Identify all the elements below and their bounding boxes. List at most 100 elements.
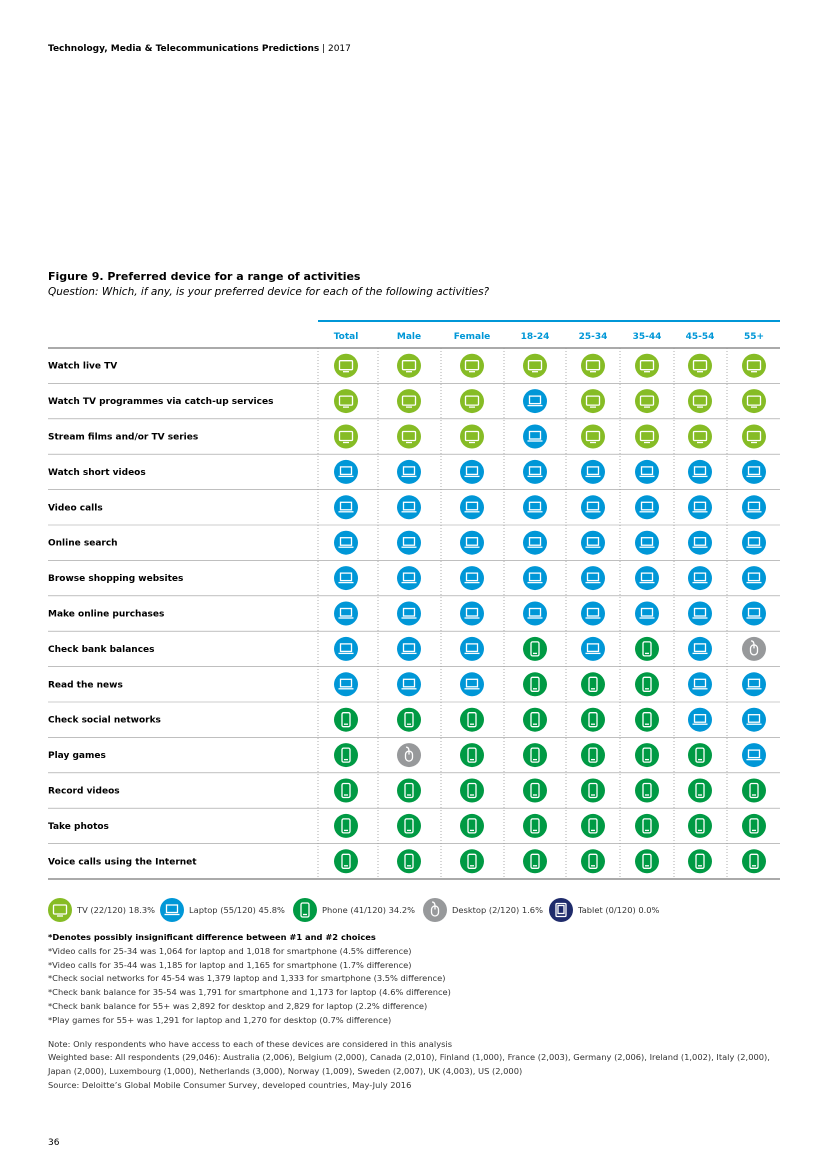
row-label: Read the news: [48, 680, 123, 690]
device-icon: [397, 601, 421, 626]
device-icon: [460, 636, 484, 661]
device-icon: [334, 636, 358, 661]
icon-circle: [334, 495, 358, 520]
device-icon: [523, 353, 547, 378]
glyph: [530, 853, 540, 869]
device-icon: [581, 672, 605, 697]
device-icon: [742, 636, 766, 661]
device-icon: [523, 389, 547, 414]
icon-circle: [397, 601, 421, 626]
device-icon: [581, 353, 605, 378]
device-icon: [397, 707, 421, 732]
device-icon: [742, 530, 766, 555]
glyph: [747, 749, 761, 759]
icon-circle: [397, 389, 421, 414]
glyph: [341, 782, 351, 799]
glyph: [339, 572, 353, 582]
glyph: [339, 607, 353, 617]
icon-circle: [635, 601, 659, 626]
icon-circle: [397, 424, 421, 449]
device-icon: [460, 530, 484, 555]
glyph: [640, 501, 654, 511]
glyph: [530, 747, 540, 763]
device-icon: [460, 389, 484, 414]
glyph: [465, 466, 479, 476]
device-icon: [742, 778, 766, 803]
row-label: Stream films and/or TV series: [48, 433, 198, 443]
device-icon: [334, 601, 358, 626]
note-line: *Video calls for 35-44 was 1,185 for lap…: [48, 959, 412, 970]
icon-circle: [688, 672, 712, 697]
icon-circle: [397, 778, 421, 803]
device-icon: [460, 353, 484, 378]
icon-circle: [635, 672, 659, 697]
icon-circle: [397, 495, 421, 520]
device-icon: [334, 389, 358, 414]
glyph: [467, 712, 477, 728]
glyph: [339, 537, 353, 546]
device-icon: [635, 778, 659, 803]
note-line: *Play games for 55+ was 1,291 for laptop…: [48, 1014, 392, 1025]
device-icon: [334, 707, 358, 732]
device-icon: [334, 495, 358, 520]
row-label: Take photos: [48, 822, 109, 832]
glyph: [749, 853, 759, 869]
header-title: Technology, Media & Telecommunications P…: [48, 44, 320, 54]
note-heading: *Denotes possibly insignificant differen…: [48, 932, 376, 942]
icon-circle: [523, 459, 547, 484]
icon-circle: [742, 353, 766, 378]
device-icon: [523, 636, 547, 661]
icon-circle: [523, 778, 547, 803]
device-icon: [334, 424, 358, 449]
icon-circle: [460, 743, 484, 768]
glyph: [749, 818, 759, 834]
glyph: [402, 678, 416, 688]
glyph: [465, 501, 479, 511]
device-icon: [742, 743, 766, 768]
glyph: [530, 676, 540, 692]
running-header: Technology, Media & Telecommunications P…: [48, 44, 351, 54]
device-icon: [523, 495, 547, 520]
row-label: Watch TV programmes via catch-up service…: [48, 397, 273, 407]
glyph: [465, 537, 479, 546]
glyph: [402, 572, 416, 582]
glyph: [402, 537, 416, 546]
device-icon: [397, 672, 421, 697]
icon-circle: [334, 707, 358, 732]
legend-label: TV (22/120) 18.3%: [76, 905, 155, 915]
glyph: [465, 607, 479, 617]
glyph: [586, 572, 600, 582]
device-icon: [635, 849, 659, 874]
device-icon: [334, 813, 358, 838]
device-icon: [688, 459, 712, 484]
device-icon: [397, 636, 421, 661]
device-icon: [581, 707, 605, 732]
icon-circle: [688, 424, 712, 449]
glyph: [405, 746, 410, 752]
icon-circle: [635, 530, 659, 555]
legend-label: Phone (41/120) 34.2%: [322, 905, 415, 915]
icon-circle: [635, 778, 659, 803]
icon-circle: [635, 424, 659, 449]
icon-circle: [635, 849, 659, 874]
glyph: [695, 853, 705, 869]
device-icon: [688, 743, 712, 768]
device-icon: [688, 389, 712, 414]
glyph: [402, 607, 416, 617]
glyph: [341, 747, 351, 763]
device-icon: [581, 424, 605, 449]
glyph: [750, 640, 755, 645]
device-icon: [635, 601, 659, 626]
icon-circle: [635, 636, 659, 661]
device-icon: [635, 672, 659, 697]
glyph: [747, 466, 761, 476]
glyph: [528, 607, 542, 617]
glyph: [693, 466, 707, 476]
device-icon: [581, 495, 605, 520]
icon-circle: [581, 672, 605, 697]
device-icon: [460, 424, 484, 449]
icon-circle: [397, 566, 421, 591]
icon-circle: [523, 672, 547, 697]
glyph: [530, 782, 540, 799]
